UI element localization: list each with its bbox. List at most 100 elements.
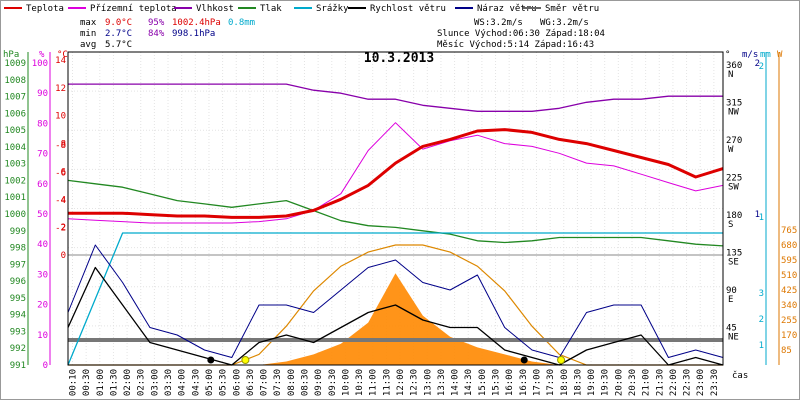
tick-time: 15:30 — [492, 369, 502, 396]
unit-time: čas — [732, 370, 748, 381]
stats-box: max 9.0°C 95% 1002.4hPa 0.8mm min 2.7°C … — [80, 18, 255, 50]
tick-temp-neg: -2 — [55, 224, 66, 234]
tick-time: 23:30 — [710, 369, 720, 396]
series-wind-speed — [67, 266, 724, 366]
tick-time: 15:00 — [478, 369, 488, 396]
tick-dir: 270 — [726, 136, 742, 146]
tick-time: 19:00 — [587, 369, 597, 396]
chart-title: 10.3.2013 — [364, 51, 434, 66]
tick-dir: 45 — [726, 324, 737, 334]
tick-mm: 1 — [759, 213, 764, 223]
tick-time: 17:00 — [532, 369, 542, 396]
tick-time: 07:00 — [260, 369, 270, 396]
tick-time: 23:00 — [696, 369, 706, 396]
tick-ms: 1 — [755, 210, 760, 220]
legend-label: Vlhkost — [196, 4, 234, 14]
tick-dir: 225 — [726, 174, 742, 184]
tick-time: 12:30 — [410, 369, 420, 396]
unit-ms: m/s — [742, 50, 758, 60]
tick-time: 12:00 — [396, 369, 406, 396]
stat-max-label: max — [80, 18, 97, 28]
axes: 1009100810071006100510041003100210011000… — [4, 52, 797, 371]
tick-time: 22:00 — [669, 369, 679, 396]
tick-time: 13:30 — [437, 369, 447, 396]
legend-label: Tlak — [260, 4, 282, 14]
time-axis: 00:10 00:30 01:00 01:30 02:00 02:30 03:00 03:30… — [69, 369, 720, 396]
tick-pct: 100 — [32, 59, 48, 69]
tick-w: 765 — [781, 226, 797, 236]
series-wind-gust — [67, 244, 724, 358]
moon-marker — [520, 356, 528, 364]
tick-w: 510 — [781, 271, 797, 281]
stat-min-press: 998.1hPa — [172, 29, 215, 39]
tick-temp: 8 — [61, 140, 66, 150]
tick-dir-label: SE — [728, 258, 739, 268]
unit-pct: % — [39, 50, 45, 60]
tick-hpa: 999 — [10, 227, 26, 237]
tick-time: 17:30 — [546, 369, 556, 396]
tick-time: 07:30 — [273, 369, 283, 396]
unit-w: W — [777, 50, 783, 60]
tick-time: 21:30 — [655, 369, 665, 396]
tick-temp-neg: -6 — [55, 169, 66, 179]
series-radiation — [68, 273, 723, 365]
tick-hpa: 994 — [10, 311, 26, 321]
tick-dir-label: S — [728, 220, 733, 230]
tick-hpa: 1001 — [4, 193, 26, 203]
tick-time: 00:10 — [69, 369, 79, 396]
tick-hpa: 1005 — [4, 126, 26, 136]
tick-pct: 0 — [43, 361, 48, 371]
tick-ms: 2 — [755, 59, 760, 69]
tick-temp: 6 — [61, 167, 66, 177]
stat-max-hum: 95% — [148, 18, 165, 28]
tick-mm: 3 — [759, 289, 764, 299]
legend-label: Rychlost větru — [370, 4, 446, 14]
tick-hpa: 995 — [10, 294, 26, 304]
tick-time: 14:00 — [451, 369, 461, 396]
tick-time: 18:30 — [573, 369, 583, 396]
stat-min-temp: 2.7°C — [105, 29, 132, 39]
info-sun: Slunce Východ:06:30 Západ:18:04 — [437, 29, 605, 39]
tick-time: 05:30 — [219, 369, 229, 396]
tick-dir: 90 — [726, 286, 737, 296]
tick-hpa: 991 — [10, 361, 26, 371]
tick-hpa: 1004 — [4, 143, 26, 153]
tick-w: 340 — [781, 301, 797, 311]
tick-dir: 135 — [726, 249, 742, 259]
tick-pct: 20 — [37, 301, 48, 311]
tick-hpa: 1006 — [4, 109, 26, 119]
legend-label: Náraz větru — [477, 4, 537, 14]
tick-time: 09:00 — [314, 369, 324, 396]
legend-label: Směr větru — [545, 4, 599, 14]
tick-time: 22:30 — [683, 369, 693, 396]
tick-dir-label: NW — [728, 108, 739, 118]
tick-hpa: 1008 — [4, 76, 26, 86]
tick-hpa: 1000 — [4, 210, 26, 220]
tick-time: 02:00 — [123, 369, 133, 396]
tick-hpa: 992 — [10, 344, 26, 354]
tick-hpa: 1009 — [4, 59, 26, 69]
series-rain — [67, 232, 723, 366]
tick-time: 08:00 — [287, 369, 297, 396]
tick-time: 16:30 — [519, 369, 529, 396]
stat-min-label: min — [80, 29, 96, 39]
stat-max-press: 1002.4hPa — [172, 18, 221, 28]
tick-time: 14:30 — [464, 369, 474, 396]
info-ws: WS:3.2m/s — [474, 18, 523, 28]
tick-time: 11:00 — [369, 369, 379, 396]
info-moon: Měsíc Východ:5:14 Západ:16:43 — [437, 40, 594, 50]
tick-hpa: 1007 — [4, 93, 26, 103]
plot-frame — [67, 51, 724, 366]
tick-mm: 2 — [759, 62, 764, 72]
series-temperature — [68, 128, 724, 219]
stat-avg-temp: 5.7°C — [105, 40, 132, 50]
sun-marker — [557, 356, 566, 364]
tick-mm: 2 — [759, 315, 764, 325]
unit-mm: mm — [760, 50, 771, 60]
tick-time: 00:30 — [82, 369, 92, 396]
tick-dir-label: E — [728, 295, 733, 305]
tick-time: 05:00 — [205, 369, 215, 396]
tick-pct: 10 — [37, 331, 48, 341]
tick-time: 10:30 — [355, 369, 365, 396]
